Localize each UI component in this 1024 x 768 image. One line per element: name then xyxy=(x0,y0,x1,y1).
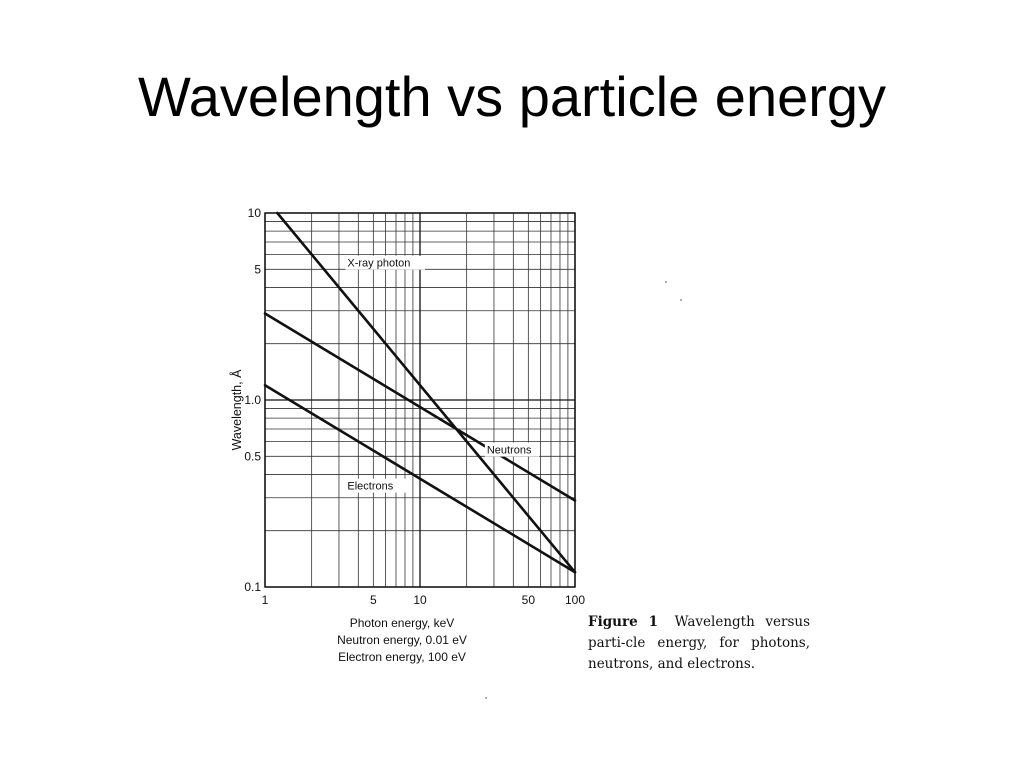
series-label-1: Neutrons xyxy=(487,445,532,457)
scan-speck xyxy=(665,281,667,283)
plot-frame xyxy=(264,212,576,588)
x-axis-label-line: Photon energy, keV xyxy=(350,616,455,630)
series-line-1 xyxy=(263,312,577,502)
series-label-0: X-ray photon xyxy=(347,258,410,270)
figure-caption-text: Wavelength versus parti-cle energy, for … xyxy=(588,614,810,672)
x-tick-label: 1 xyxy=(262,593,269,607)
series-label-2: Electrons xyxy=(347,481,393,493)
series-line-0 xyxy=(276,211,577,574)
series-labels: X-ray photon Neutrons Electrons xyxy=(345,255,540,493)
tick-labels: 1 5 10 50 100 0.1 0.5 1.0 5 10 xyxy=(244,206,585,607)
y-tick-label: 1.0 xyxy=(244,393,261,407)
x-axis-label-line: Neutron energy, 0.01 eV xyxy=(337,633,467,647)
slide-title: Wavelength vs particle energy xyxy=(137,65,887,128)
grid xyxy=(264,212,576,588)
y-tick-label: 10 xyxy=(248,206,262,220)
y-axis-label: Wavelength, Å xyxy=(229,369,244,450)
scan-speck xyxy=(485,697,487,699)
axis-labels: Wavelength, Å Photon energy, keV Neutron e… xyxy=(229,369,467,664)
x-tick-label: 5 xyxy=(370,593,377,607)
series-lines xyxy=(263,211,577,574)
series-line-2 xyxy=(263,383,577,574)
figure-caption-label: Figure 1 xyxy=(588,614,659,630)
y-tick-label: 0.5 xyxy=(244,449,261,463)
series-label-bg xyxy=(484,442,540,457)
scan-speck xyxy=(680,299,682,301)
x-tick-label: 50 xyxy=(522,593,536,607)
wavelength-chart: 1 5 10 50 100 0.1 0.5 1.0 5 10 X-ray photon Neutro… xyxy=(229,206,585,664)
y-tick-label: 5 xyxy=(254,262,261,276)
series-label-bg xyxy=(345,255,425,270)
x-axis-label-line: Electron energy, 100 eV xyxy=(338,650,466,664)
x-tick-label: 100 xyxy=(565,593,585,607)
x-tick-label: 10 xyxy=(413,593,427,607)
y-tick-label: 0.1 xyxy=(244,580,261,594)
series-label-bg xyxy=(345,478,407,493)
figure-caption: Figure 1 Wavelength versus parti-cle ene… xyxy=(588,612,810,675)
